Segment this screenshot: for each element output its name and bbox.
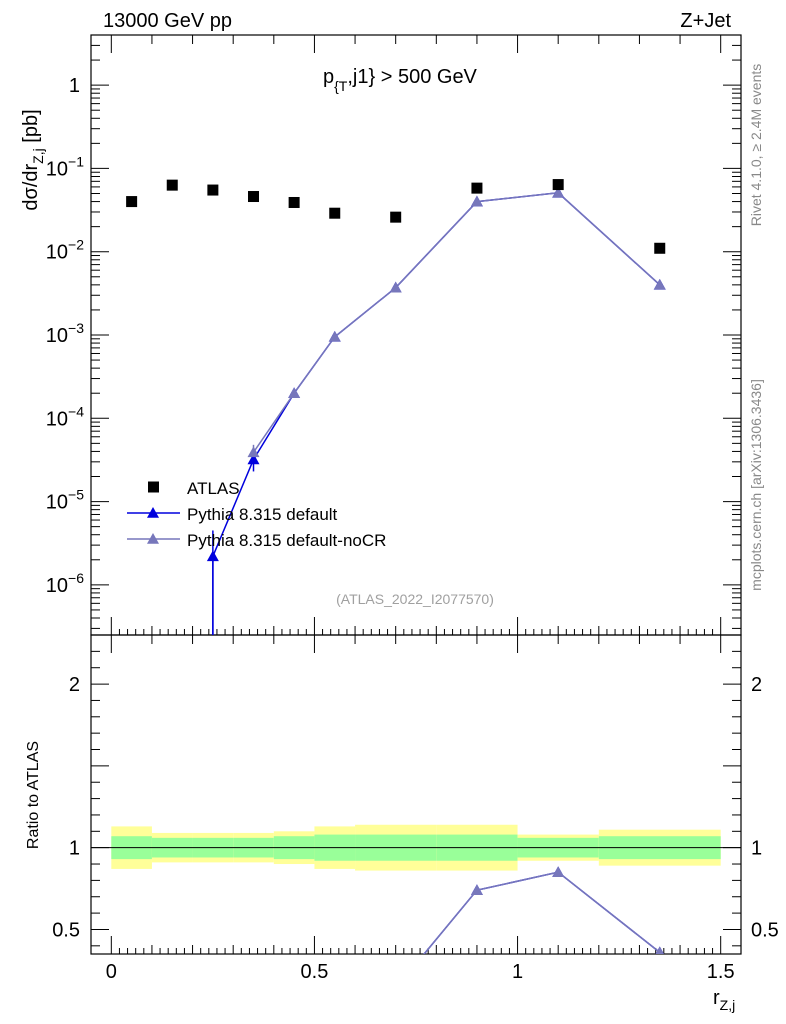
ratio-y-tick-label: 0.5: [52, 919, 80, 941]
main-title: p{T,j1} > 500 GeV: [323, 66, 478, 94]
header-right: Z+Jet: [680, 10, 731, 32]
ratio-nocr-point: [470, 884, 483, 895]
ratio-nocr-point: [552, 866, 565, 878]
atlas-point: [471, 182, 483, 194]
ratio-nocr-line: [423, 871, 661, 954]
y-tick-label: 10−6: [46, 570, 84, 597]
legend: ATLAS Pythia 8.315 default Pythia 8.315 de…: [127, 479, 386, 550]
ratio-nocr-point: [655, 946, 664, 954]
y-tick-label: 10−4: [46, 403, 84, 430]
legend-marker-pythia: [147, 533, 159, 544]
pythia-default-point: [247, 453, 260, 465]
y-tick-label: 1: [69, 75, 80, 97]
atlas-point: [248, 191, 259, 203]
legend-label: Pythia 8.315 default: [187, 505, 338, 524]
ratio-y-tick-label-right: 1: [751, 838, 762, 860]
y-tick-label: 10−2: [46, 237, 84, 264]
atlas-point: [166, 179, 178, 191]
ratio-frame: [90, 634, 742, 955]
x-tick-label: 0: [106, 961, 117, 983]
legend-marker-atlas: [148, 481, 159, 493]
x-axis-label: rZ,j: [713, 987, 735, 1013]
atlas-point: [390, 211, 402, 223]
y-tick-label: 10−3: [46, 320, 84, 347]
x-tick-label: 0.5: [301, 961, 329, 983]
rivet-label: Rivet 4.1.0, ≥ 2.4M events: [748, 64, 764, 227]
pythia-nocr-point: [328, 330, 341, 342]
atlas-point: [288, 196, 300, 208]
ratio-default-line: [423, 871, 661, 954]
header-left: 13000 GeV pp: [103, 10, 232, 32]
analysis-id: (ATLAS_2022_I2077570): [336, 591, 494, 607]
legend-marker-pythia: [147, 507, 159, 518]
y-tick-label: 10−5: [46, 487, 84, 514]
pythia-nocr-point: [470, 195, 483, 207]
ratio-y-tick-label: 2: [69, 674, 80, 696]
legend-label: Pythia 8.315 default-noCR: [187, 531, 386, 550]
pythia-nocr-point: [389, 281, 402, 293]
ratio-y-tick-label-right: 0.5: [751, 919, 779, 941]
ratio-y-tick-label: 1: [69, 838, 80, 860]
atlas-point: [654, 242, 666, 254]
ratio-y-tick-label-right: 2: [751, 674, 762, 696]
y-tick-label: 10−1: [46, 153, 84, 180]
pythia-nocr-point: [552, 186, 565, 198]
pythia-default-line: [212, 192, 661, 635]
ratio-ylabel: Ratio to ATLAS: [25, 741, 42, 849]
ratio-plot-data: [423, 866, 664, 954]
mcplots-label: mcplots.cern.ch [arXiv:1306.3436]: [748, 379, 764, 591]
pythia-nocr-point: [653, 278, 666, 290]
pythia-nocr-point: [288, 387, 301, 399]
axis-ticks: [91, 34, 741, 954]
x-tick-label: 1: [512, 961, 523, 983]
atlas-point: [126, 196, 138, 208]
legend-label: ATLAS: [187, 479, 240, 498]
main-ylabel: dσ/drZ,j [pb]: [20, 109, 46, 210]
x-tick-label: 1.5: [707, 961, 735, 983]
pythia-nocr-line: [252, 192, 661, 453]
atlas-point: [329, 207, 341, 219]
main-plot-data: [126, 179, 666, 635]
atlas-point: [552, 179, 564, 191]
pythia-nocr-point: [247, 446, 260, 458]
pythia-default-point: [206, 550, 219, 562]
ratio-uncertainty-bands: [91, 824, 741, 871]
axis-tick-labels: 10−6 10−5 10−4 10−3 10−2 10−1 1 0 0.5 1 1.5 0.5 0.5 1…: [46, 75, 779, 983]
atlas-point: [207, 184, 219, 196]
